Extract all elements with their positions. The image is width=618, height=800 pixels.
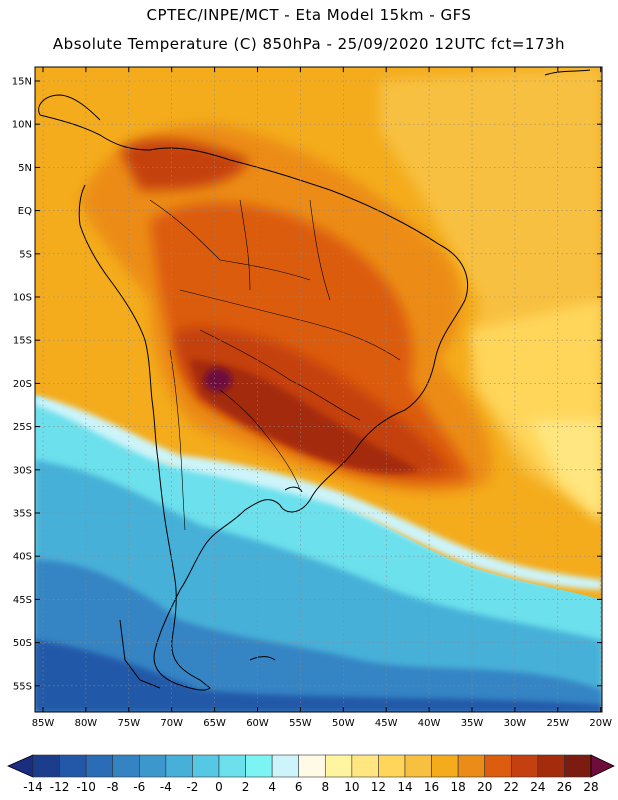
lon-label-80W: 80W xyxy=(75,718,98,729)
colorbar-swatch xyxy=(564,754,592,778)
lon-label-40W: 40W xyxy=(418,718,441,729)
map-frame xyxy=(34,66,603,713)
colorbar-swatch xyxy=(457,754,486,778)
temperature-colorbar xyxy=(7,754,615,778)
colorbar-label: 2 xyxy=(242,780,250,794)
colorbar-swatch xyxy=(510,754,539,778)
colorbar-swatch xyxy=(484,754,512,778)
lon-label-85W: 85W xyxy=(32,718,55,729)
lat-label-45S: 45S xyxy=(13,595,32,606)
longitude-labels: 85W 80W 75W 70W 65W 60W 55W 50W 45W 40W 35W 30W 25W 2… xyxy=(32,718,612,729)
colorbar-swatch xyxy=(431,754,459,778)
lat-label-25S: 25S xyxy=(13,422,32,433)
colorbar-label: 20 xyxy=(477,780,492,794)
lat-label-35S: 35S xyxy=(13,509,32,520)
colorbar-over-arrow xyxy=(590,754,615,778)
colorbar-swatch xyxy=(351,754,379,778)
lon-label-65W: 65W xyxy=(203,718,226,729)
lon-label-45W: 45W xyxy=(375,718,398,729)
colorbar-label: 4 xyxy=(268,780,276,794)
colorbar-label: -4 xyxy=(160,780,172,794)
colorbar-label: 28 xyxy=(583,780,598,794)
lon-label-20W: 20W xyxy=(589,718,612,729)
map-title-line1: CPTEC/INPE/MCT - Eta Model 15km - GFS xyxy=(146,6,472,24)
colorbar-swatch xyxy=(112,754,140,778)
colorbar-label: 6 xyxy=(295,780,303,794)
colorbar-label: 14 xyxy=(397,780,412,794)
lon-label-60W: 60W xyxy=(246,718,269,729)
colorbar-swatch xyxy=(85,754,114,778)
country-borders xyxy=(149,199,401,531)
colorbar-swatch xyxy=(404,754,432,778)
colorbar-swatch xyxy=(378,754,406,778)
colorbar-swatch xyxy=(298,754,326,778)
lon-label-30W: 30W xyxy=(504,718,527,729)
colorbar-swatch xyxy=(32,754,60,778)
colorbar-swatch xyxy=(59,754,87,778)
colorbar-label: 12 xyxy=(371,780,386,794)
lon-label-50W: 50W xyxy=(332,718,355,729)
temperature-field xyxy=(35,67,602,712)
lon-label-35W: 35W xyxy=(461,718,484,729)
lon-label-55W: 55W xyxy=(289,718,312,729)
lat-label-10S: 10S xyxy=(13,293,32,304)
colorbar-label: 0 xyxy=(215,780,223,794)
colorbar-swatch xyxy=(138,754,167,778)
lat-label-10N: 10N xyxy=(12,120,32,131)
colorbar-label: -10 xyxy=(76,780,96,794)
colorbar-label: -2 xyxy=(186,780,198,794)
lon-label-70W: 70W xyxy=(160,718,183,729)
colorbar-swatch xyxy=(165,754,193,778)
colorbar-label: -12 xyxy=(50,780,70,794)
lat-label-20S: 20S xyxy=(13,379,32,390)
colorbar-label: 8 xyxy=(321,780,329,794)
colorbar-label: -6 xyxy=(133,780,145,794)
colorbar-label: 10 xyxy=(344,780,359,794)
colorbar-label: 24 xyxy=(530,780,545,794)
colorbar-labels: -14 -12 -10 -8 -6 -4 -2 0 2 4 6 8 10 12 14 16 18 20 22 24 26… xyxy=(23,780,598,794)
map-title-line2: Absolute Temperature (C) 850hPa - 25/09/… xyxy=(52,35,566,53)
colorbar-swatch xyxy=(192,754,220,778)
latitude-labels: 15N 10N 5N EQ 5S 10S 15S 20S 25S 30S 35S 40S 45S 50S 5… xyxy=(12,77,32,693)
axis-ticks xyxy=(35,67,602,712)
lat-label-5S: 5S xyxy=(19,249,32,260)
colorbar-swatch xyxy=(218,754,246,778)
colorbar-swatch xyxy=(271,754,300,778)
colorbar-swatch xyxy=(245,754,273,778)
colorbar-swatch xyxy=(537,754,565,778)
lat-label-50S: 50S xyxy=(13,638,32,649)
lat-label-40S: 40S xyxy=(13,552,32,563)
coastlines xyxy=(38,69,591,691)
lat-label-15N: 15N xyxy=(12,77,32,88)
lat-label-55S: 55S xyxy=(13,681,32,692)
lat-lon-grid xyxy=(35,67,602,712)
colorbar-label: -14 xyxy=(23,780,43,794)
colorbar-swatch xyxy=(324,754,353,778)
colorbar-label: -8 xyxy=(107,780,119,794)
colorbar-label: 18 xyxy=(451,780,466,794)
lon-label-25W: 25W xyxy=(546,718,569,729)
colorbar-label: 26 xyxy=(557,780,572,794)
lon-label-75W: 75W xyxy=(117,718,140,729)
colorbar-label: 22 xyxy=(504,780,519,794)
colorbar-under-arrow xyxy=(7,754,34,778)
colorbar-label: 16 xyxy=(424,780,439,794)
lat-label-30S: 30S xyxy=(13,465,32,476)
lat-label-5N: 5N xyxy=(18,163,32,174)
lat-label-EQ: EQ xyxy=(18,206,32,217)
lat-label-15S: 15S xyxy=(13,336,32,347)
